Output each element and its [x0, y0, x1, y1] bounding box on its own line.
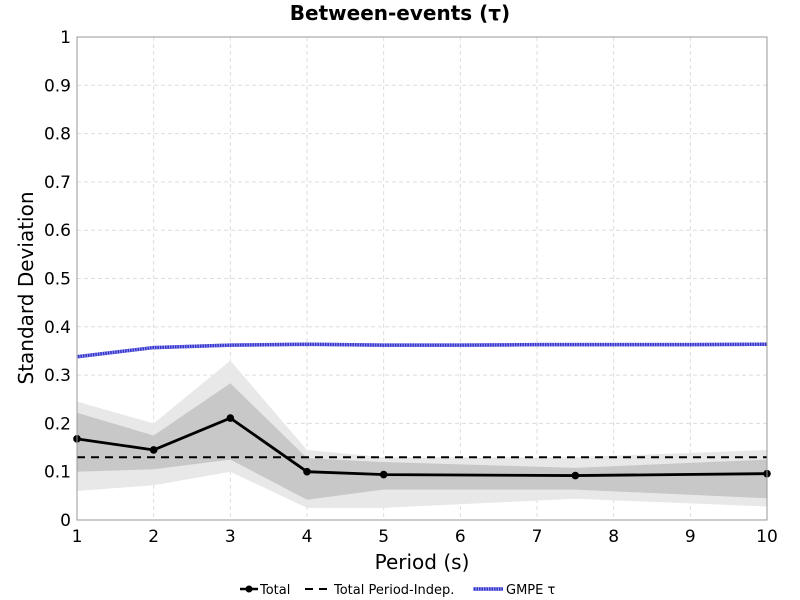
- y-tick-label: 0.8: [44, 125, 71, 145]
- y-tick-label: 0.2: [44, 414, 71, 434]
- x-tick-label: 9: [685, 527, 696, 547]
- y-tick-label: 0.1: [44, 463, 71, 483]
- uncertainty-bands: [77, 360, 767, 508]
- x-tick-label: 7: [532, 527, 543, 547]
- legend-item-total-period-indep: Total Period-Indep.: [305, 583, 454, 598]
- x-tick-label: 4: [302, 527, 313, 547]
- x-tick-label: 6: [455, 527, 466, 547]
- legend-item-gmpe-tau: GMPE τ: [473, 583, 555, 598]
- legend-item-total: Total: [240, 583, 290, 598]
- data-point-total: [303, 467, 311, 476]
- grid: [77, 37, 767, 520]
- legend-label-total-period-indep: Total Period-Indep.: [333, 583, 454, 598]
- series-line-gmpe-tau-texture: [76, 342, 768, 359]
- uncertainty-band: [77, 383, 767, 500]
- data-point-total: [226, 414, 235, 422]
- legend: Total Total Period-Indep. GMPE τ: [240, 583, 555, 598]
- y-tick-label: 0: [60, 511, 71, 531]
- x-axis-ticks: 1 2 3 4 5 6 7 8 9 10: [72, 527, 778, 547]
- y-tick-label: 0.7: [44, 173, 71, 193]
- data-point-total: [571, 471, 580, 480]
- chart-title: Between-events (τ): [290, 1, 510, 25]
- y-tick-label: 0.3: [44, 366, 71, 386]
- y-tick-label: 0.4: [44, 318, 71, 338]
- x-tick-label: 2: [148, 527, 159, 547]
- data-point-total: [379, 470, 388, 479]
- plot-area-frame: [76, 36, 768, 521]
- y-tick-label: 0.6: [44, 221, 71, 241]
- x-tick-label: 3: [225, 527, 236, 547]
- legend-label-total: Total: [259, 583, 290, 598]
- y-tick-label: 1: [60, 28, 71, 48]
- x-tick-label: 10: [756, 527, 778, 547]
- series-lines: [73, 342, 771, 480]
- y-tick-label: 0.5: [44, 270, 71, 290]
- y-tick-label: 0.9: [44, 76, 71, 96]
- data-point-total: [149, 446, 158, 454]
- y-axis-label: Standard Deviation: [14, 191, 38, 384]
- y-axis-ticks: 0 0.1 0.2 0.3 0.4 0.5 0.6 0.7 0.8 0.9 1: [44, 28, 71, 531]
- legend-label-gmpe-tau: GMPE τ: [506, 583, 555, 598]
- x-tick-label: 1: [72, 527, 83, 547]
- x-axis-label: Period (s): [375, 550, 470, 574]
- x-tick-label: 8: [608, 527, 619, 547]
- x-tick-label: 5: [378, 527, 389, 547]
